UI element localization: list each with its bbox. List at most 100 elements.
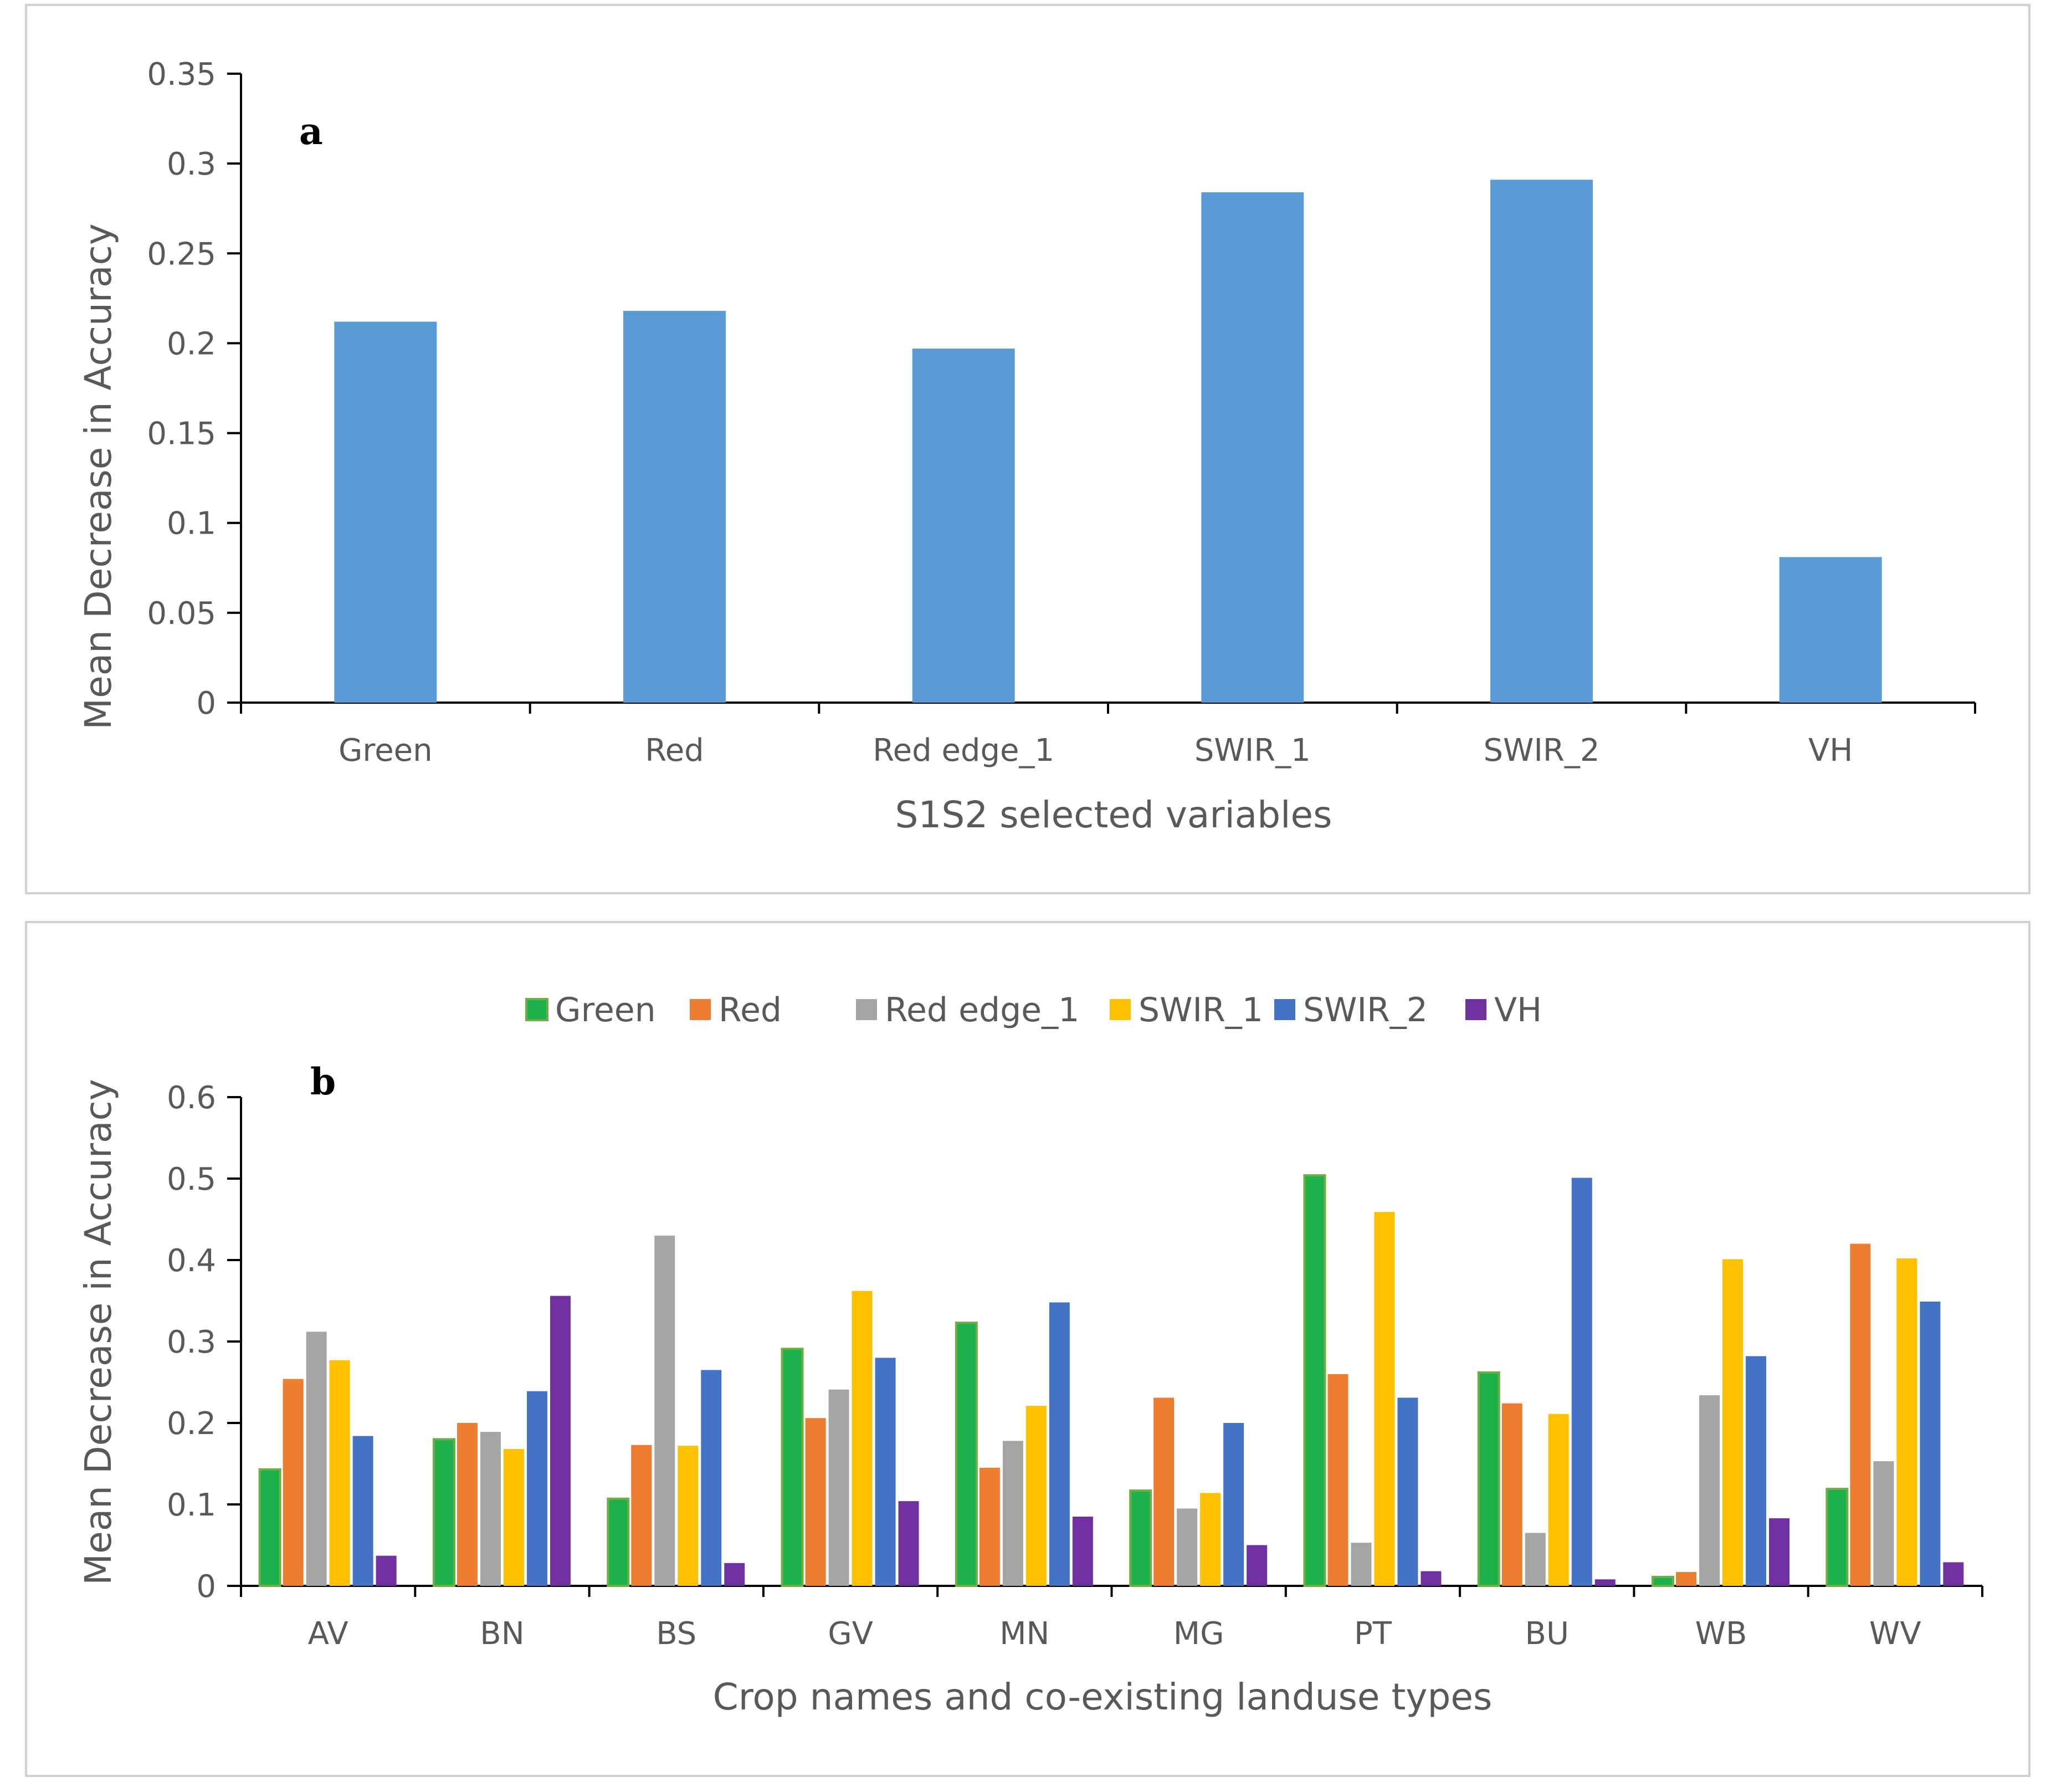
chart-b-bar xyxy=(1200,1493,1221,1586)
chart-b-x-tick-label: GV xyxy=(828,1616,873,1652)
chart-b-bar xyxy=(1072,1517,1093,1586)
chart-b-y-tick-label: 0.4 xyxy=(167,1243,216,1279)
chart-b-marks: 0 0.1 0.2 0.3 0.4 0.5 0.6 AV BN BS GV MN MG PT BU WB WV xyxy=(167,1080,1983,1652)
chart-b-bar xyxy=(480,1432,501,1586)
chart-b-bar xyxy=(875,1358,896,1586)
chart-b-x-tick-label: WV xyxy=(1869,1616,1921,1652)
chart-b-bar xyxy=(1943,1562,1964,1586)
chart-b-bar xyxy=(457,1423,478,1586)
chart-b-bar xyxy=(1397,1397,1418,1586)
chart-b-bar xyxy=(781,1348,804,1587)
chart-b-x-axis-title: Crop names and co-existing landuse types xyxy=(713,1676,1493,1718)
chart-a-marks: 0 0.05 0.1 0.15 0.2 0.25 0.3 0.35 Green Red Red ed… xyxy=(147,57,1976,769)
chart-b-x-tick-label: AV xyxy=(308,1616,348,1652)
chart-b-bar xyxy=(1769,1518,1790,1586)
chart-b-bar xyxy=(526,1391,547,1586)
chart-b-bar xyxy=(376,1555,397,1586)
chart-b-bar xyxy=(955,1322,978,1587)
chart-b-bar xyxy=(1920,1301,1941,1586)
chart-a-y-tick-label: 0.1 xyxy=(167,506,216,542)
chart-b-bar xyxy=(1825,1488,1849,1588)
chart-b-legend-swatch xyxy=(1274,999,1295,1020)
chart-a-y-tick-label: 0.2 xyxy=(167,326,216,362)
chart-b-legend-label: Red xyxy=(719,991,782,1030)
chart-b-bar xyxy=(1351,1543,1372,1586)
chart-b-bar xyxy=(1699,1395,1720,1586)
chart-b-y-tick-label: 0.2 xyxy=(167,1406,216,1442)
panel-b-label: b xyxy=(310,1060,336,1103)
chart-b-x-tick-label: BN xyxy=(480,1616,524,1652)
chart-b-bar xyxy=(1002,1441,1023,1586)
chart-b-bar xyxy=(724,1563,745,1586)
chart-b-legend-swatch xyxy=(1110,999,1131,1020)
chart-b-bar xyxy=(828,1389,849,1586)
chart-a-x-tick-label: SWIR_1 xyxy=(1194,733,1311,769)
chart-b-bar xyxy=(1525,1533,1546,1586)
chart-panel-b xyxy=(25,921,2030,1777)
chart-b-legend-label: SWIR_1 xyxy=(1139,991,1263,1030)
chart-a-y-tick-label: 0.05 xyxy=(147,596,216,632)
chart-b-x-tick-label: BU xyxy=(1525,1616,1569,1652)
chart-b-bar xyxy=(1223,1423,1244,1586)
chart-b-bar xyxy=(1247,1545,1268,1586)
chart-b-bar xyxy=(607,1497,630,1587)
chart-b-bar xyxy=(432,1438,455,1587)
chart-b-bar xyxy=(1025,1406,1047,1586)
chart-a-bar xyxy=(334,321,437,703)
chart-b-legend-swatch xyxy=(525,998,548,1021)
chart-a-y-tick-label: 0 xyxy=(196,685,216,721)
chart-b-bar xyxy=(1421,1571,1442,1586)
chart-b-legend-label: Green xyxy=(555,991,656,1030)
chart-b-legend: Green Red Red edge_1 SWIR_1 SWIR_2 VH xyxy=(525,991,1542,1030)
chart-a-x-tick-label: Red edge_1 xyxy=(873,733,1054,769)
chart-b-bar xyxy=(1049,1302,1070,1586)
chart-b-y-tick-label: 0.5 xyxy=(167,1161,216,1197)
chart-b-bar xyxy=(1548,1414,1569,1586)
chart-b-bar xyxy=(1594,1579,1616,1586)
chart-b-bar xyxy=(1676,1572,1697,1586)
chart-b-bar xyxy=(654,1235,675,1586)
chart-b-y-tick-label: 0 xyxy=(196,1569,216,1605)
chart-b-bar xyxy=(1477,1371,1500,1588)
chart-b-legend-label: Red edge_1 xyxy=(885,991,1079,1030)
chart-b-bar xyxy=(852,1291,873,1586)
chart-a-x-tick-label: VH xyxy=(1808,733,1853,769)
chart-b-bar xyxy=(701,1370,722,1586)
chart-b-legend-swatch xyxy=(1465,999,1486,1020)
chart-b-bar xyxy=(1129,1489,1152,1588)
chart-b-legend-swatch xyxy=(690,999,711,1020)
chart-a-y-tick-label: 0.35 xyxy=(147,57,216,93)
chart-b-x-tick-label: PT xyxy=(1354,1616,1392,1652)
chart-b-y-axis-title: Mean Decrease in Accuracy xyxy=(77,1079,120,1585)
chart-a-x-tick-label: Green xyxy=(339,733,433,769)
chart-b-bar xyxy=(329,1360,350,1586)
chart-b-y-tick-label: 0.1 xyxy=(167,1487,216,1523)
chart-b-bar xyxy=(1327,1374,1348,1586)
chart-b-bar xyxy=(1652,1575,1675,1588)
chart-b-x-tick-label: MN xyxy=(999,1616,1049,1652)
chart-a-bar xyxy=(1779,557,1882,703)
chart-b-x-tick-label: WB xyxy=(1695,1616,1747,1652)
chart-b-bar xyxy=(503,1449,524,1586)
chart-a-bar xyxy=(912,349,1015,703)
chart-b-bar xyxy=(1303,1174,1326,1588)
chart-b-y-tick-label: 0.3 xyxy=(167,1324,216,1360)
chart-b-bar xyxy=(1873,1461,1894,1586)
chart-a-bar xyxy=(623,311,726,703)
chart-b-legend-label: VH xyxy=(1494,991,1542,1030)
chart-b-bar xyxy=(1722,1259,1744,1586)
chart-b-bar xyxy=(1746,1356,1767,1586)
chart-b-x-tick-label: BS xyxy=(656,1616,696,1652)
chart-b-bar xyxy=(1850,1243,1871,1586)
chart-a-bar xyxy=(1201,192,1304,703)
chart-a-y-tick-label: 0.25 xyxy=(147,236,216,272)
chart-a-x-axis-title: S1S2 selected variables xyxy=(895,793,1332,836)
chart-b-bar xyxy=(898,1501,919,1586)
chart-b-bar xyxy=(283,1379,304,1586)
chart-b-bar xyxy=(1374,1212,1395,1586)
chart-a-y-tick-label: 0.3 xyxy=(167,146,216,182)
chart-b-bar xyxy=(631,1445,652,1586)
chart-b-bar xyxy=(352,1436,373,1586)
panel-a-label: a xyxy=(299,110,323,153)
chart-b-bar xyxy=(979,1467,1000,1586)
